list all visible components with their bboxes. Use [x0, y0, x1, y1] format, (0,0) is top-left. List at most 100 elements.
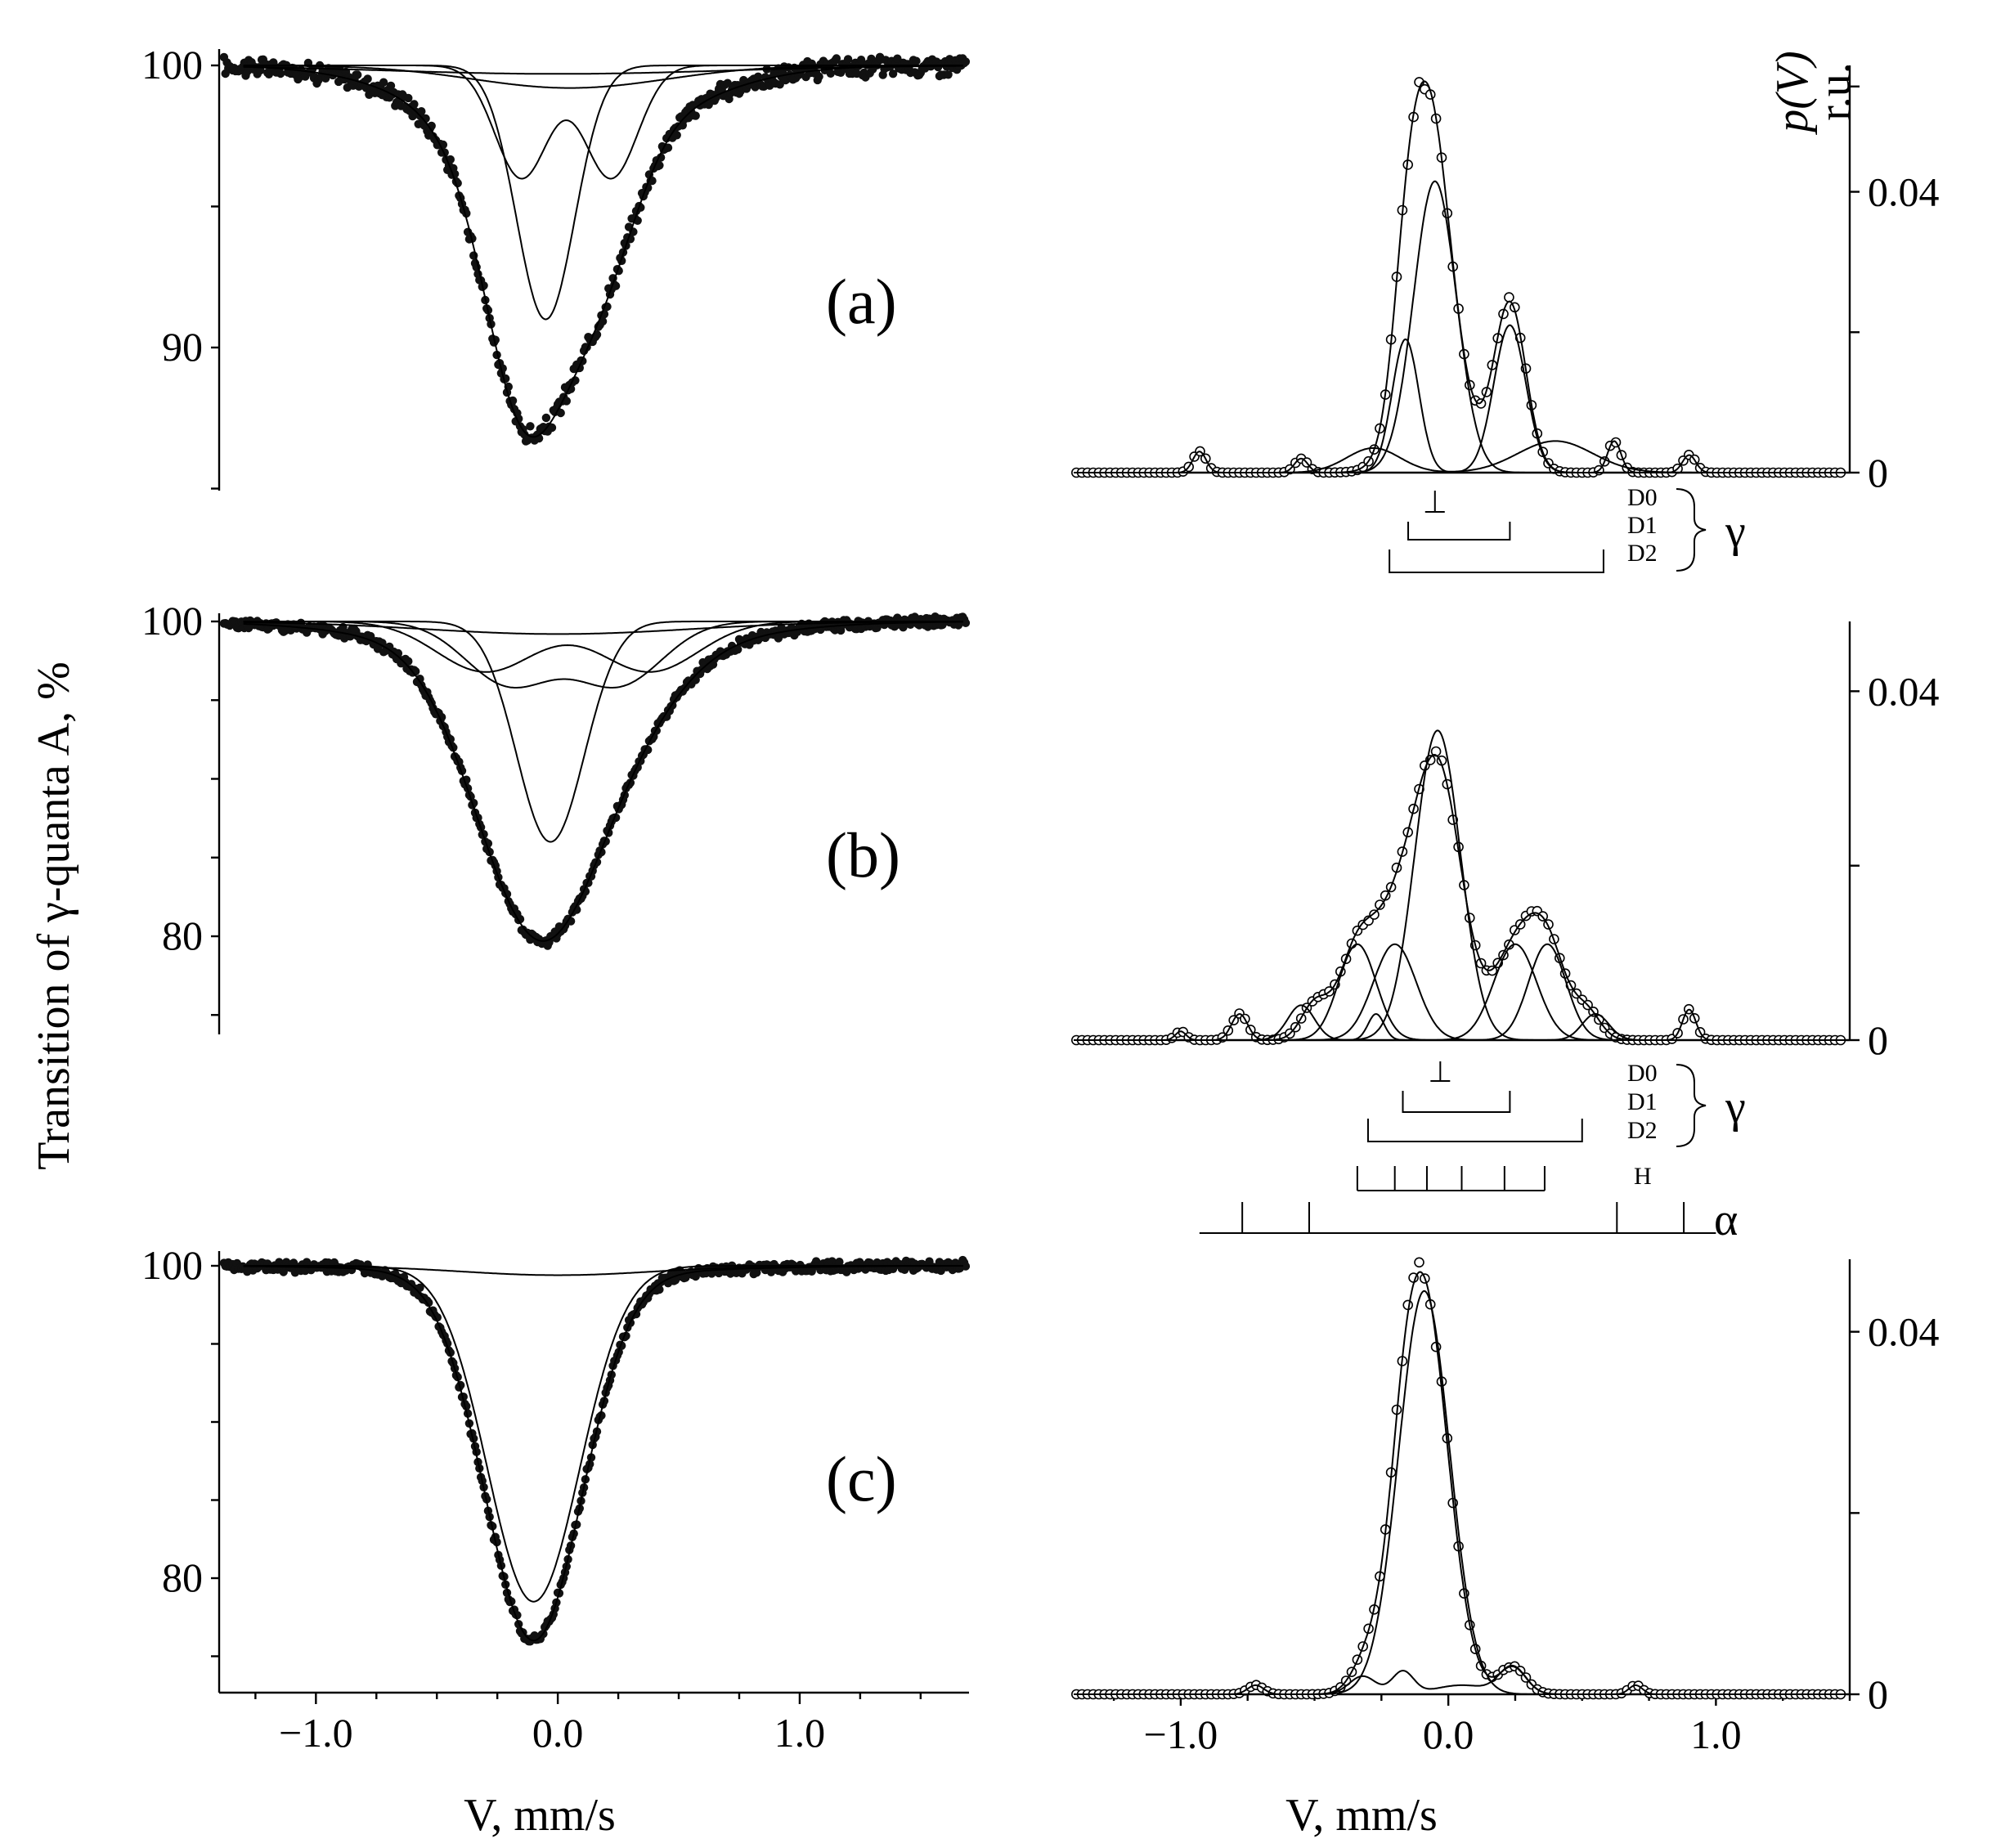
data-point — [379, 78, 388, 87]
y-tick-label: 100 — [141, 598, 203, 644]
x-tick-label: 0.0 — [1423, 1711, 1474, 1757]
marker-a-D1 — [1407, 522, 1511, 540]
data-point — [598, 316, 608, 326]
left-y-axis-title: Transition of γ-quanta A, % — [29, 662, 79, 1170]
fit-curve — [1074, 1290, 1849, 1695]
data-point — [1504, 292, 1514, 303]
fit-curve — [1074, 943, 1849, 1041]
x-tick-label: 1.0 — [1690, 1711, 1742, 1757]
marker-a-D0 — [1424, 491, 1445, 513]
marker-b-D2 — [1366, 1119, 1583, 1142]
marker-label-a-D2: D2 — [1627, 540, 1658, 567]
data-point — [541, 413, 551, 423]
data-point — [663, 143, 673, 152]
fit-curve — [243, 1265, 963, 1276]
data-point — [566, 384, 576, 393]
data-point — [433, 1312, 442, 1322]
component-markers — [1199, 491, 1716, 1234]
data-point — [961, 618, 971, 627]
marker-label-b-D2: D2 — [1627, 1117, 1658, 1144]
y-tick-label: 0 — [1868, 1017, 1888, 1063]
y-tick-label: 90 — [162, 324, 203, 370]
data-point — [415, 1283, 424, 1293]
x-tick-label: 0.0 — [532, 1710, 584, 1756]
data-point — [672, 131, 681, 140]
y-tick-label: 0 — [1868, 450, 1888, 496]
fit-curve — [1074, 324, 1849, 473]
fit-curve — [243, 65, 963, 438]
data-point — [1369, 909, 1380, 920]
data-point — [856, 56, 866, 65]
marker-b-D1 — [1402, 1091, 1511, 1113]
data-point — [410, 100, 419, 109]
data-point — [961, 1262, 971, 1271]
fit-curve — [1074, 943, 1849, 1041]
data-point — [276, 69, 285, 78]
fit-curve — [1074, 943, 1849, 1041]
fit-curve — [1074, 338, 1849, 473]
data-point — [526, 422, 535, 431]
marker-a-D2 — [1389, 549, 1604, 573]
fit-curve — [1074, 1664, 1849, 1695]
fit-curve — [243, 621, 963, 635]
marker-b-D0 — [1430, 1061, 1451, 1082]
right-x-axis-title: V, mm/s — [1285, 1790, 1438, 1841]
data-point — [279, 1267, 288, 1276]
data-point — [353, 70, 362, 79]
gamma-brace-a — [1676, 488, 1707, 572]
panel-label-b: (b) — [826, 819, 900, 890]
data-point — [656, 153, 666, 162]
data-point — [961, 57, 971, 66]
data-point — [753, 72, 763, 82]
fit-curve — [1074, 1271, 1849, 1695]
x-tick-label: −1.0 — [1144, 1711, 1218, 1757]
y-tick-label: 0 — [1868, 1671, 1888, 1717]
data-point — [415, 675, 424, 684]
gamma-label-a: γ — [1725, 506, 1746, 557]
chart-a-spectrum: 100 90 — [141, 42, 971, 491]
fit-curve — [1074, 1004, 1849, 1041]
right-y-axis-title: p(V) — [1767, 51, 1818, 136]
marker-label-a-D1: D1 — [1627, 512, 1658, 539]
data-point — [556, 408, 565, 418]
panel-label-c: (c) — [826, 1443, 897, 1514]
chart-c-spectrum: 100 80 −1.0 0.0 1.0 — [141, 1242, 971, 1756]
y-tick-label: 100 — [141, 42, 203, 87]
data-point — [424, 1298, 433, 1308]
gamma-brace-b — [1676, 1064, 1707, 1147]
data-point — [826, 69, 835, 78]
marker-label-a-D0: D0 — [1627, 484, 1658, 511]
data-point — [386, 81, 396, 91]
data-point — [888, 70, 898, 78]
fit-curve — [1074, 440, 1849, 473]
x-tick-label: −1.0 — [279, 1710, 353, 1756]
y-tick-label: 100 — [141, 1242, 203, 1288]
y-tick-label: 0.04 — [1868, 668, 1940, 714]
data-point — [775, 80, 784, 89]
data-point — [723, 78, 732, 87]
data-point — [417, 107, 426, 116]
data-point — [814, 72, 823, 81]
data-point — [404, 93, 413, 103]
data-point — [1375, 899, 1385, 910]
panel-label-a: (a) — [826, 266, 897, 337]
x-tick-label: 1.0 — [774, 1710, 826, 1756]
right-y-axis-unit: r.u. — [1810, 62, 1860, 121]
data-point — [835, 1258, 844, 1267]
data-point — [547, 423, 557, 433]
chart-b-spectrum: 100 80 — [141, 598, 971, 1034]
chart-c-distribution: 0 0.04 −1.0 0.0 1.0 — [1071, 1257, 1940, 1757]
fit-curve — [243, 621, 963, 673]
fit-curve — [1074, 80, 1849, 473]
data-point — [691, 111, 700, 120]
left-x-axis-title: V, mm/s — [464, 1790, 616, 1841]
gamma-label-b: γ — [1725, 1082, 1746, 1133]
y-tick-label: 80 — [162, 913, 203, 958]
data-point — [655, 1285, 664, 1294]
chart-a-distribution: 00.04 — [1071, 65, 1940, 496]
alpha-label: α — [1714, 1195, 1738, 1245]
data-point — [843, 55, 853, 64]
marker-label-b-D1: D1 — [1627, 1088, 1658, 1115]
